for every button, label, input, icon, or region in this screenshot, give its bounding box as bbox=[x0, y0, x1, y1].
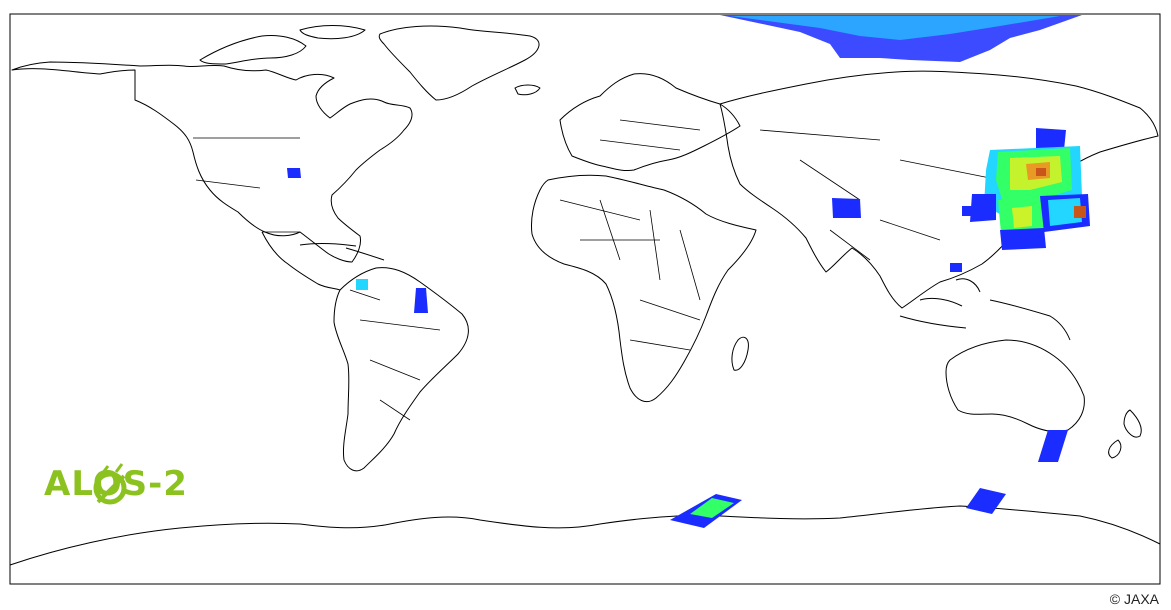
arctic-islands-coast bbox=[199, 25, 366, 65]
swath-east-asia bbox=[962, 128, 1090, 250]
jaxa-credit: © JAXA bbox=[1109, 591, 1159, 607]
coastlines bbox=[9, 25, 1161, 585]
africa-coast bbox=[531, 174, 757, 403]
swath-tasmania bbox=[1038, 430, 1068, 462]
swath-brazil bbox=[414, 288, 428, 313]
central-america-coast bbox=[261, 231, 385, 291]
swath-south-china bbox=[950, 263, 962, 272]
madagascar-coast bbox=[731, 336, 749, 371]
swath-north-polar-overlay bbox=[730, 16, 1060, 40]
europe-coast bbox=[559, 73, 741, 171]
alos2-logo-text: ALOS-2 bbox=[44, 464, 188, 504]
country-borders bbox=[134, 70, 1001, 421]
observation-swaths bbox=[287, 15, 1090, 528]
swath-antarctica-west-green bbox=[690, 498, 734, 518]
alos2-logo-mark bbox=[93, 463, 127, 505]
north-america-coast bbox=[11, 61, 413, 263]
alos2-logo: ALOS-2 bbox=[44, 464, 188, 504]
swath-colombia bbox=[356, 279, 368, 290]
asia-coast bbox=[719, 70, 1159, 309]
swath-india bbox=[832, 198, 861, 218]
antarctica-coast bbox=[9, 505, 1161, 585]
new-zealand-coast bbox=[1108, 409, 1142, 459]
swath-antarctica-east bbox=[966, 488, 1006, 514]
south-america-coast bbox=[333, 267, 469, 472]
australia-coast bbox=[945, 339, 1085, 433]
southeast-asia-islands-coast bbox=[899, 278, 1071, 341]
greenland-coast bbox=[378, 25, 540, 101]
swath-usa bbox=[287, 168, 301, 178]
iceland-coast bbox=[514, 84, 541, 96]
